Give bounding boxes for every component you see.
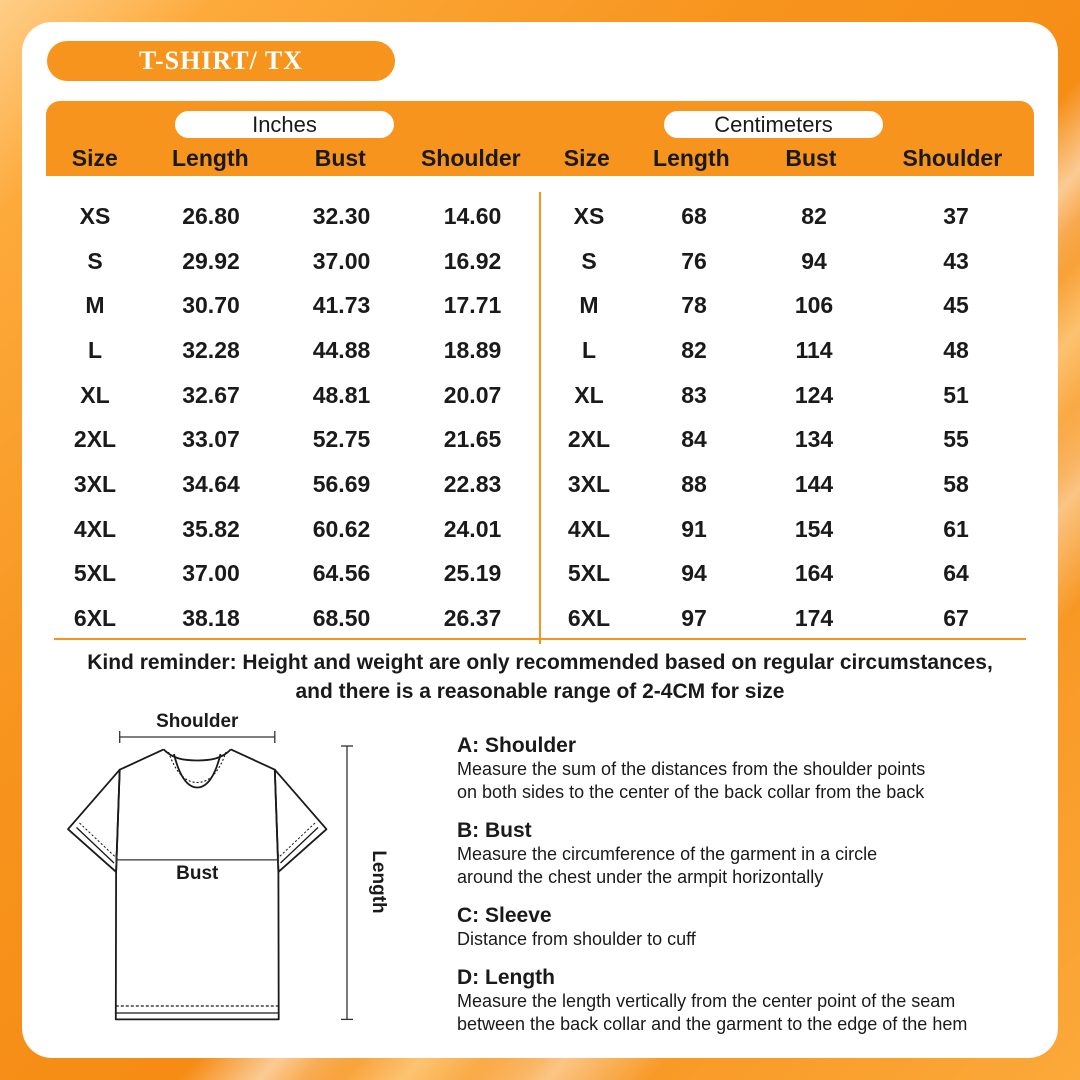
svg-text:Bust: Bust — [176, 863, 219, 884]
svg-text:Length: Length — [368, 850, 389, 913]
svg-text:Shoulder: Shoulder — [156, 711, 239, 732]
